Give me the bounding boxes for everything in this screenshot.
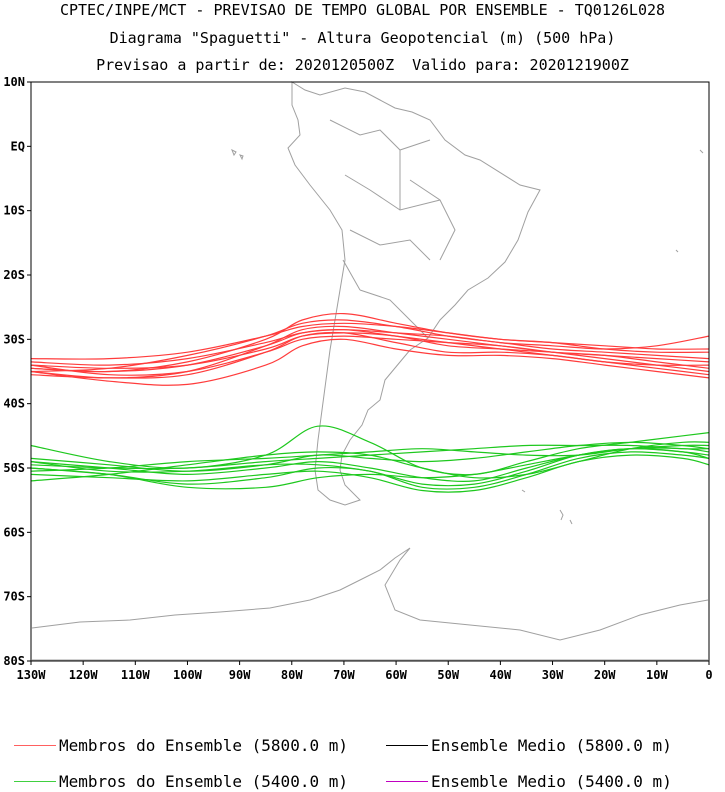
latitude-axis: 10N EQ 10S 20S 30S 40S 50S 60S 70S 80S [3,75,31,668]
island-shapes [231,148,704,525]
coastline-layer [31,81,709,661]
lon-tick-label: 120W [69,668,99,682]
member-5400-line-7 [30,441,710,482]
ensemble-5800-lines [30,312,710,386]
lat-tick-label: 70S [3,590,25,604]
legend-mean-5800: Ensemble Medio (5800.0 m) [386,736,672,755]
lat-tick-label: 40S [3,397,25,411]
member-5800-line-4 [30,335,710,376]
lon-tick-label: 20W [594,668,616,682]
lon-tick-label: 80W [281,668,303,682]
legend-label: Membros do Ensemble (5800.0 m) [59,736,348,755]
legend-members-5400: Membros do Ensemble (5400.0 m) [14,772,348,791]
member-5800-line-5 [30,338,710,386]
lon-tick-label: 130W [17,668,47,682]
member-5400-line-6 [30,444,710,470]
lat-tick-label: 30S [3,332,25,346]
member-5400-line-3 [30,451,710,490]
lon-tick-label: 110W [121,668,151,682]
lon-tick-label: 100W [173,668,203,682]
member-5400-line-5 [30,454,710,493]
lat-tick-label: 50S [3,461,25,475]
lon-tick-label: 70W [333,668,355,682]
lon-tick-label: 60W [385,668,407,682]
legend-swatch-red [14,745,56,746]
ensemble-5400-lines [30,425,710,493]
legend-label: Membros do Ensemble (5400.0 m) [59,772,348,791]
title-line-2: Diagrama "Spaguetti" - Altura Geopotenci… [109,29,616,47]
south-america-coast [287,81,541,506]
title-line-1: CPTEC/INPE/MCT - PREVISAO DE TEMPO GLOBA… [59,1,666,19]
lon-tick-label: 0 [705,668,712,682]
legend-swatch-green [14,781,56,782]
legend-swatch-magenta [386,781,428,782]
lon-tick-label: 50W [437,668,459,682]
lon-tick-label: 40W [490,668,512,682]
country-borders [329,119,456,339]
map-frame [30,81,710,662]
lon-tick-label: 30W [542,668,564,682]
lat-tick-label: 10S [3,204,25,218]
antarctica-coast [31,547,709,661]
lat-tick-label: 80S [3,654,25,668]
legend-swatch-black [386,745,428,746]
member-5800-line-8 [30,329,710,366]
legend-label: Ensemble Medio (5800.0 m) [431,736,672,755]
title-line-3: Previsao a partir de: 2020120500Z Valido… [96,56,629,74]
lat-tick-label: 60S [3,525,25,539]
legend-members-5800: Membros do Ensemble (5800.0 m) [14,736,348,755]
lat-tick-label: 20S [3,268,25,282]
member-5800-line-7 [30,319,710,373]
member-5800-line-9 [30,331,710,379]
lon-tick-label: 90W [229,668,251,682]
legend-label: Ensemble Medio (5400.0 m) [431,772,672,791]
legend-mean-5400: Ensemble Medio (5400.0 m) [386,772,672,791]
member-5800-line-10 [30,332,710,369]
longitude-axis: 130W 120W 110W 100W 90W 80W 70W 60W 50W 40W 30W 20W… [17,661,713,682]
lat-tick-label: 10N [3,75,25,89]
lat-tick-label: EQ [11,139,25,153]
lon-tick-label: 10W [646,668,668,682]
member-5400-line-10 [30,444,710,472]
